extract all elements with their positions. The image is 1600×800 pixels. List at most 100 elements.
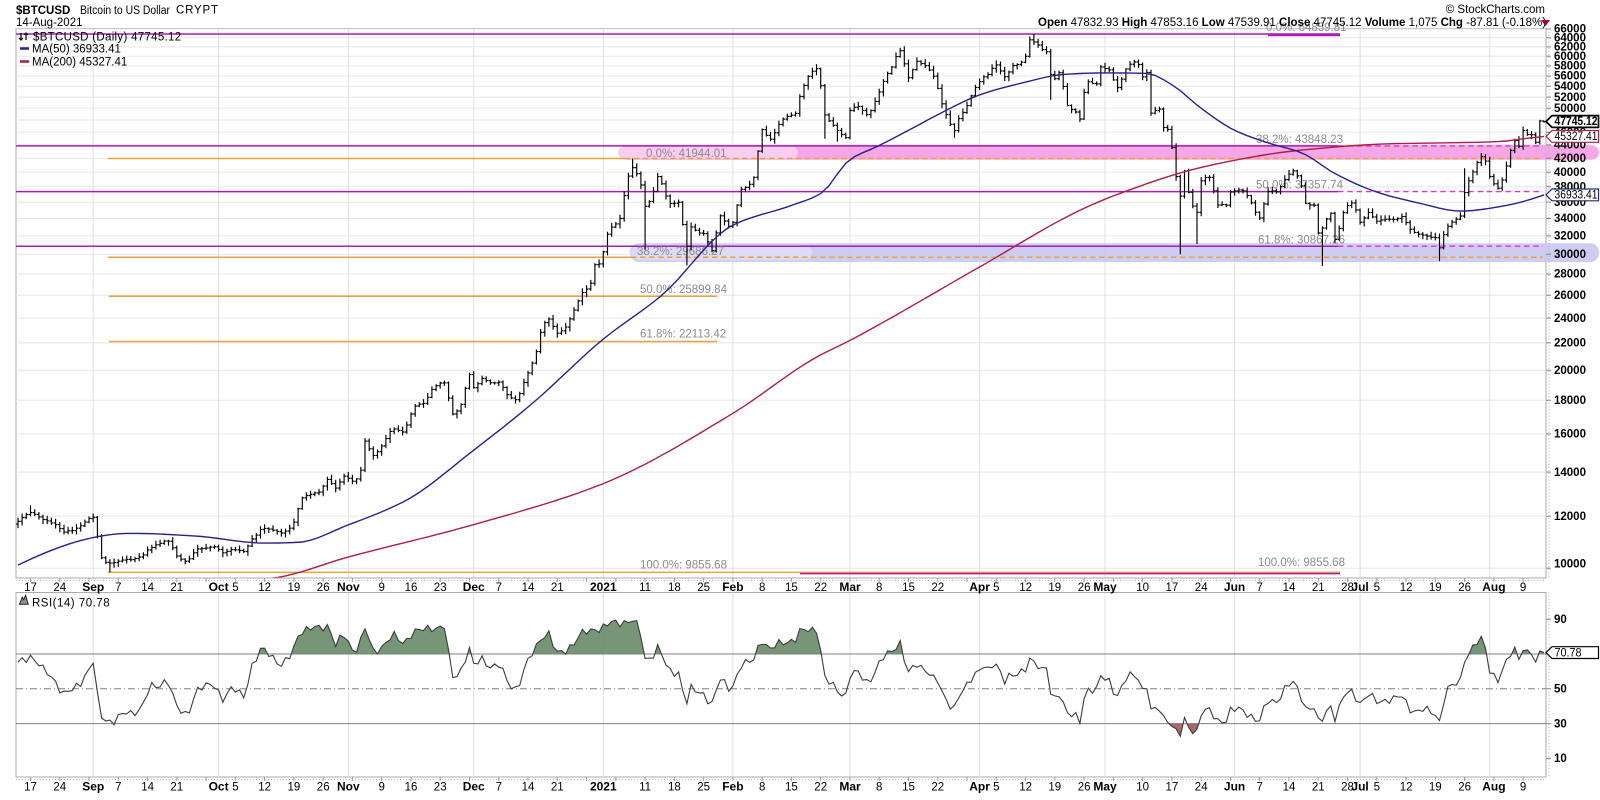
svg-text:28: 28 [1341,782,1354,794]
svg-text:24: 24 [53,782,66,794]
svg-text:50.0%: 25899.84: 50.0%: 25899.84 [640,284,728,296]
svg-text:RSI(14) 70.78: RSI(14) 70.78 [32,598,110,610]
svg-text:18: 18 [668,582,681,594]
svg-text:Nov: Nov [337,780,360,794]
svg-text:MA(50) 36933.41: MA(50) 36933.41 [32,44,121,56]
svg-text:15: 15 [902,782,915,794]
svg-text:11: 11 [639,582,651,594]
svg-text:19: 19 [1048,782,1061,794]
svg-text:58000: 58000 [1554,61,1586,73]
svg-text:42000: 42000 [1554,153,1586,165]
svg-text:26: 26 [317,582,330,594]
svg-text:7: 7 [496,782,502,794]
svg-text:17: 17 [1166,582,1179,594]
svg-text:70.78: 70.78 [1555,647,1582,659]
svg-text:24: 24 [1195,582,1208,594]
svg-text:12: 12 [1400,782,1413,794]
svg-text:Dec: Dec [463,580,485,594]
svg-text:19: 19 [1048,582,1061,594]
svg-text:61.8%: 22113.42: 61.8%: 22113.42 [640,329,726,341]
svg-text:$BTCUSD: $BTCUSD [16,5,70,17]
svg-text:8: 8 [759,582,765,594]
svg-text:28000: 28000 [1554,269,1586,281]
svg-text:10: 10 [1136,582,1149,594]
svg-text:14: 14 [522,782,535,794]
svg-text:Mar: Mar [839,580,861,594]
svg-text:66000: 66000 [1554,24,1586,36]
svg-text:10000: 10000 [1554,559,1586,571]
svg-text:17: 17 [1166,782,1179,794]
svg-text:14000: 14000 [1554,467,1586,479]
svg-text:21: 21 [551,582,564,594]
svg-text:50: 50 [1554,684,1567,696]
svg-text:9: 9 [378,782,384,794]
svg-text:Jun: Jun [1224,780,1245,794]
svg-text:19: 19 [288,782,301,794]
svg-text:26: 26 [1078,582,1091,594]
svg-text:Aug: Aug [1482,580,1505,594]
svg-text:Jun: Jun [1224,580,1245,594]
svg-text:25: 25 [697,782,710,794]
svg-text:47745.12: 47745.12 [1555,116,1598,128]
svg-text:24000: 24000 [1554,313,1586,325]
svg-text:7: 7 [496,582,502,594]
svg-text:7: 7 [1256,582,1262,594]
svg-text:100.0%: 9855.68: 100.0%: 9855.68 [640,560,727,572]
svg-text:Dec: Dec [463,780,485,794]
svg-text:19: 19 [1429,782,1442,794]
svg-text:14: 14 [1283,782,1296,794]
svg-text:16: 16 [405,782,418,794]
svg-text:0.0%: 41944.01: 0.0%: 41944.01 [646,148,727,160]
svg-text:18000: 18000 [1554,395,1586,407]
svg-text:9: 9 [1520,582,1526,594]
svg-text:26: 26 [1458,782,1471,794]
svg-text:21: 21 [1312,782,1325,794]
svg-text:20000: 20000 [1554,365,1586,377]
svg-text:© StockCharts.com: © StockCharts.com [1446,4,1545,16]
svg-text:9: 9 [1520,782,1526,794]
svg-text:64000: 64000 [1554,33,1586,45]
svg-text:21: 21 [170,582,183,594]
svg-text:Mar: Mar [839,780,861,794]
svg-text:22: 22 [931,582,944,594]
svg-text:Apr: Apr [969,780,990,794]
svg-text:5: 5 [232,582,238,594]
svg-text:21: 21 [551,782,564,794]
svg-text:5: 5 [993,582,999,594]
svg-text:12: 12 [1400,582,1413,594]
svg-text:15: 15 [785,782,798,794]
svg-text:12: 12 [1019,782,1032,794]
svg-text:Jul: Jul [1351,780,1368,794]
svg-text:50000: 50000 [1554,103,1586,115]
svg-text:12: 12 [258,782,271,794]
svg-text:14: 14 [1283,582,1296,594]
svg-text:Nov: Nov [337,580,360,594]
svg-text:26: 26 [1078,782,1091,794]
svg-text:2021: 2021 [590,580,617,594]
svg-text:Oct: Oct [209,580,229,594]
svg-text:11: 11 [639,782,651,794]
svg-text:21: 21 [1312,582,1325,594]
svg-text:May: May [1093,780,1117,794]
svg-text:23: 23 [434,782,447,794]
svg-text:16000: 16000 [1554,429,1586,441]
svg-text:100.0%: 9855.68: 100.0%: 9855.68 [1258,557,1345,569]
svg-text:7: 7 [1256,782,1262,794]
svg-text:56000: 56000 [1554,71,1586,83]
svg-text:50.0%: 37357.74: 50.0%: 37357.74 [1256,180,1344,192]
svg-text:16: 16 [405,582,418,594]
svg-text:54000: 54000 [1554,81,1586,93]
svg-text:90: 90 [1554,614,1567,626]
svg-text:14: 14 [522,582,535,594]
svg-text:17: 17 [24,582,37,594]
svg-text:62000: 62000 [1554,42,1586,54]
svg-text:12: 12 [258,582,271,594]
svg-text:36933.41: 36933.41 [1555,190,1598,202]
svg-text:22: 22 [814,582,827,594]
svg-text:Bitcoin to US Dollar: Bitcoin to US Dollar [80,5,170,17]
svg-text:22: 22 [814,782,827,794]
svg-text:8: 8 [876,582,882,594]
svg-text:61.8%: 30867.26: 61.8%: 30867.26 [1258,235,1345,247]
svg-text:32000: 32000 [1554,231,1586,243]
svg-text:8: 8 [759,782,765,794]
